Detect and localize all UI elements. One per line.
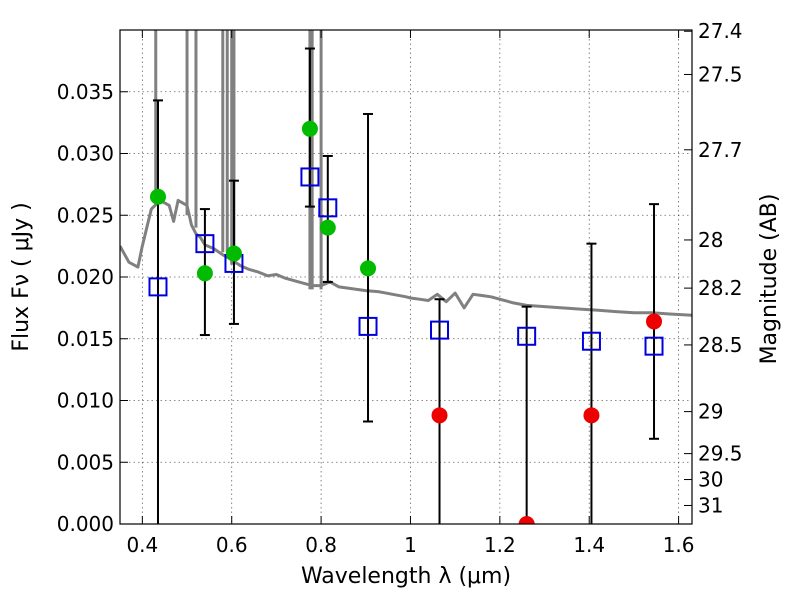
- y-tick-label: 0.010: [57, 389, 114, 413]
- y2-axis-label: Magnitude (AB): [757, 194, 782, 365]
- model-photometry-dot: [431, 407, 448, 424]
- mag-tick-label: 31: [698, 493, 723, 517]
- model-photometry-dot: [360, 260, 377, 277]
- y-tick-label: 0.000: [57, 512, 114, 536]
- x-tick-label: 0.6: [216, 533, 248, 557]
- x-axis-label: Wavelength λ (μm): [301, 564, 511, 589]
- mag-tick-label: 27.4: [698, 19, 743, 43]
- axis-ticks: 0.4 0.6 0.8 1 1.2 1.4 1.6 0.000 0.005 0.010 0.015 0…: [57, 19, 743, 557]
- model-photometry-dot: [319, 219, 336, 236]
- point-layer: [148, 120, 664, 524]
- mag-tick-label: 27.7: [698, 138, 743, 162]
- mag-tick-label: 29.5: [698, 442, 743, 466]
- mag-tick-label: 30: [698, 468, 723, 492]
- model-photometry-dot: [225, 245, 242, 262]
- observed-square-marker: [430, 320, 450, 340]
- observed-square-marker: [148, 277, 168, 297]
- observed-square-marker: [644, 336, 664, 356]
- model-photometry-dot: [196, 265, 213, 282]
- mag-tick-label: 28.5: [698, 333, 743, 357]
- x-tick-label: 1.6: [663, 533, 695, 557]
- observed-square-marker: [300, 167, 320, 187]
- x-tick-label: 1: [404, 533, 417, 557]
- mag-tick-label: 27.5: [698, 62, 743, 86]
- y-tick-label: 0.035: [57, 80, 114, 104]
- y-tick-label: 0.005: [57, 450, 114, 474]
- observed-square-marker: [581, 331, 601, 351]
- mag-tick-label: 29: [698, 400, 723, 424]
- model-photometry-dot: [646, 313, 663, 330]
- y-tick-label: 0.020: [57, 265, 114, 289]
- x-tick-label: 1.4: [573, 533, 605, 557]
- observed-square-marker: [195, 234, 215, 254]
- x-tick-label: 0.4: [126, 533, 158, 557]
- y-tick-label: 0.030: [57, 142, 114, 166]
- model-photometry-dot: [518, 516, 535, 524]
- observed-square-marker: [358, 316, 378, 336]
- mag-tick-label: 28.2: [698, 276, 743, 300]
- x-tick-label: 1.2: [484, 533, 516, 557]
- y-tick-label: 0.025: [57, 203, 114, 227]
- mag-tick-label: 28: [698, 228, 723, 252]
- y-tick-label: 0.015: [57, 327, 114, 351]
- model-sed-line: [120, 198, 692, 317]
- model-photometry-dot: [301, 120, 318, 137]
- y-axis-label: Flux Fν ( μJy ): [9, 202, 34, 351]
- observed-square-marker: [517, 326, 537, 346]
- errorbar-layer: [152, 47, 660, 524]
- x-tick-label: 0.8: [305, 533, 337, 557]
- observed-square-marker: [318, 198, 338, 218]
- model-photometry-dot: [583, 407, 600, 424]
- model-photometry-dot: [149, 188, 166, 205]
